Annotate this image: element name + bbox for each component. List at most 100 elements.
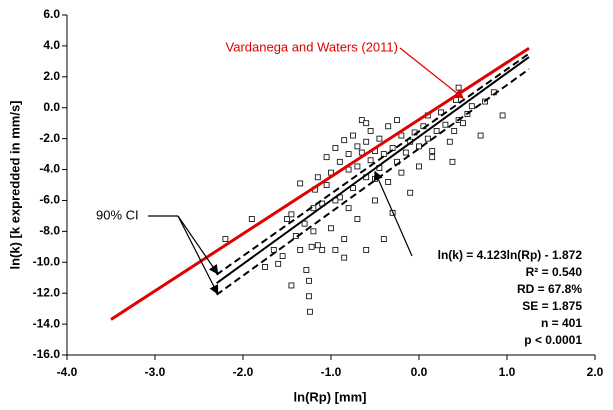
y-tick-label: -10.0 [33, 254, 61, 268]
y-tick-label: 2.0 [43, 69, 60, 83]
x-tick-label: -2.0 [233, 365, 254, 379]
data-point [442, 121, 449, 128]
data-point [306, 308, 313, 315]
data-point [429, 148, 436, 154]
data-point [372, 197, 378, 204]
data-point [314, 242, 321, 249]
data-point [297, 180, 304, 187]
data-point [303, 267, 310, 273]
data-point [288, 211, 295, 218]
x-tick-label: 1.0 [499, 365, 516, 379]
data-point [363, 138, 370, 145]
ci-line [216, 52, 530, 276]
fit-stat: ln(k) = 4.123ln(Rp) - 1.872 [438, 248, 583, 262]
data-point [323, 182, 330, 188]
data-point [319, 247, 326, 253]
data-point [248, 216, 255, 222]
data-point [402, 149, 409, 156]
data-point [385, 179, 392, 185]
data-point [424, 135, 431, 142]
x-tick-label: -3.0 [145, 365, 166, 379]
fit-arrow [373, 170, 413, 257]
reference-arrow [399, 47, 464, 99]
data-point [345, 151, 352, 157]
y-axis-label: ln(k) [k expredded in mm/s] [7, 100, 22, 269]
y-tick-label: 4.0 [43, 38, 60, 52]
data-point [332, 247, 339, 253]
data-point [341, 137, 348, 144]
y-tick-label: -16.0 [33, 347, 61, 361]
data-point [363, 120, 370, 127]
data-point [394, 117, 400, 123]
data-point [380, 236, 387, 242]
data-point [468, 103, 475, 110]
data-point [336, 158, 343, 165]
y-tick-label: -4.0 [39, 162, 60, 176]
x-tick-label: -4.0 [57, 365, 78, 379]
data-point [499, 112, 506, 119]
y-tick-label: -14.0 [33, 316, 61, 330]
data-point [301, 220, 308, 227]
data-point [451, 128, 458, 134]
data-point [449, 158, 456, 165]
x-tick-label: 0.0 [411, 365, 428, 379]
y-tick-label: 0.0 [43, 100, 60, 114]
data-point [354, 163, 361, 170]
data-point [222, 236, 229, 242]
data-point [385, 123, 392, 130]
data-point [323, 154, 330, 161]
data-point [433, 128, 440, 134]
data-point [398, 132, 405, 139]
data-point [279, 253, 286, 259]
y-tick-label: -12.0 [33, 285, 61, 299]
fit-stat: RD = 67.8% [517, 282, 582, 296]
data-point [350, 132, 356, 139]
fit-line [216, 56, 530, 284]
data-point [446, 138, 453, 145]
data-point [416, 143, 422, 150]
data-point [354, 143, 361, 150]
data-point [306, 293, 312, 300]
data-point [455, 84, 462, 91]
data-point [367, 157, 374, 164]
data-point [314, 174, 321, 181]
data-point [398, 169, 405, 176]
data-point [297, 247, 304, 253]
data-point [358, 117, 365, 123]
data-point [367, 128, 374, 134]
fit-stat: p < 0.0001 [524, 333, 582, 347]
data-point [416, 163, 422, 170]
data-point [341, 254, 348, 261]
data-point [288, 282, 295, 289]
fit-stat: R² = 0.540 [526, 265, 583, 279]
ci-line [216, 68, 530, 296]
data-point [354, 216, 361, 222]
data-point [270, 247, 277, 253]
reference-label: Vardanega and Waters (2011) [226, 39, 398, 54]
y-tick-label: 6.0 [43, 7, 60, 21]
ci-arrow [177, 215, 219, 275]
x-tick-label: -1.0 [321, 365, 342, 379]
data-point [310, 228, 317, 235]
fit-stat: n = 401 [541, 316, 582, 330]
fit-stat: SE = 1.875 [522, 299, 582, 313]
data-point [328, 225, 334, 232]
y-tick-label: -2.0 [39, 131, 60, 145]
data-point [308, 243, 315, 250]
data-point [376, 135, 383, 142]
data-point [284, 216, 290, 222]
y-tick-label: -6.0 [39, 193, 60, 207]
data-point [262, 264, 268, 270]
data-point [363, 247, 370, 253]
ci-arrow [177, 215, 219, 295]
reference-line [110, 46, 530, 321]
ci-label: 90% CI [96, 207, 139, 222]
data-point [460, 120, 466, 127]
x-tick-label: 2.0 [587, 365, 604, 379]
data-point [341, 236, 348, 242]
data-point [275, 260, 282, 267]
data-point [380, 151, 387, 157]
x-axis-label: ln(Rp) [mm] [294, 389, 367, 404]
data-point [429, 154, 436, 161]
